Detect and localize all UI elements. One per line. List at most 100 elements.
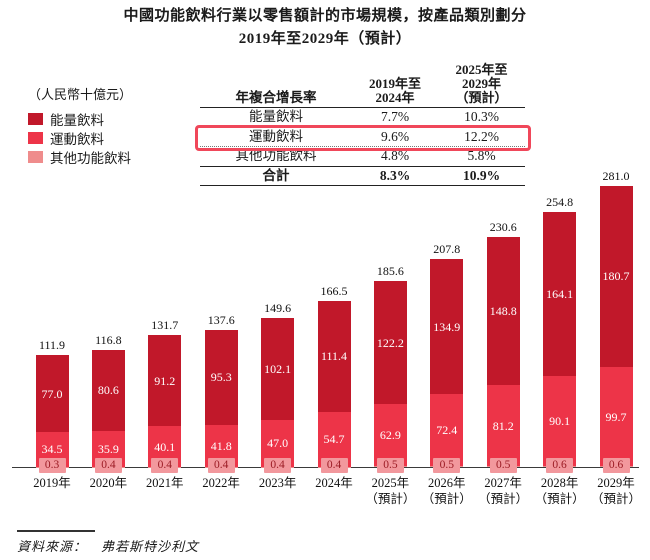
energy-swatch-icon: [28, 113, 43, 125]
header-period-2: 2025年至 2029年 （預計）: [455, 62, 508, 105]
bar-segment-運動飲料: [486, 385, 520, 467]
bar-segment-能量飲料: [373, 281, 407, 404]
total-label: 131.7: [151, 318, 179, 333]
legend-label: 能量飲料: [50, 113, 104, 128]
bar-2027年（預計）: [486, 236, 520, 468]
other-value-label: 0.3: [38, 458, 66, 473]
other-value-label: 0.4: [320, 458, 348, 473]
energy-value-label: 148.8: [489, 303, 517, 318]
total-label: 116.8: [95, 333, 122, 348]
energy-value-label: 95.3: [210, 370, 232, 385]
sports-value-label: 41.8: [210, 438, 232, 453]
energy-value-label: 102.1: [264, 361, 292, 376]
x-tick-label: 2026年 （預計）: [421, 476, 472, 506]
source-label: 資料來源：: [17, 539, 88, 554]
total-label: 254.8: [546, 195, 574, 210]
bar-2028年（預計）: [543, 212, 577, 467]
x-tick-label: 2028年 （預計）: [534, 476, 585, 506]
bar-segment-能量飲料: [543, 212, 577, 377]
bar-segment-能量飲料: [486, 236, 520, 386]
sports-value-label: 35.9: [97, 441, 119, 456]
bar-2026年（預計）: [430, 259, 464, 467]
legend-item-other: 其他功能飲料: [28, 148, 132, 166]
bar-segment-能量飲料: [599, 186, 633, 367]
energy-value-label: 122.2: [376, 335, 404, 350]
other-swatch-icon: [28, 151, 43, 163]
x-tick-label: 2029年 （預計）: [590, 476, 641, 506]
total-label: 137.6: [207, 312, 235, 327]
x-tick-label: 2025年 （預計）: [365, 476, 416, 506]
chart-title-line1: 中國功能飲料行業以零售額計的市場規模，按產品類別劃分: [123, 8, 527, 24]
sports-value-label: 54.7: [323, 432, 345, 447]
cagr-table: 年複合增長率 2019年至 2024年 2025年至 2029年 （預計） 能量…: [195, 63, 531, 186]
x-tick-label: 2024年: [315, 476, 353, 490]
bar-segment-能量飲料: [91, 350, 125, 431]
bar-segment-運動飲料: [430, 394, 464, 467]
sports-value-label: 34.5: [41, 442, 63, 457]
other-value-label: 0.4: [207, 458, 235, 473]
x-tick-label: 2021年: [146, 476, 184, 490]
bar-segment-能量飲料: [204, 329, 238, 425]
chart-title-line2: 2019年至2029年（預計）: [238, 31, 412, 47]
total-label: 166.5: [320, 283, 348, 298]
energy-value-label: 134.9: [433, 319, 461, 334]
energy-value-label: 91.2: [154, 373, 176, 388]
sports-value-label: 90.1: [549, 414, 571, 429]
header-period-1: 2019年至 2024年: [368, 76, 421, 105]
other-value-label: 0.5: [489, 458, 517, 473]
x-tick-label: 2020年: [89, 476, 128, 490]
x-tick-label: 2023年: [258, 476, 297, 490]
bar-segment-運動飲料: [373, 403, 407, 467]
energy-value-label: 164.1: [546, 287, 574, 302]
bar-segment-能量飲料: [261, 317, 295, 420]
total-label: 207.8: [433, 242, 461, 257]
energy-value-label: 111.4: [320, 349, 348, 364]
table-row-energy: 能量飲料 7.7% 10.3%: [200, 108, 525, 128]
total-label: 281.0: [602, 169, 630, 183]
table-row-other: 其他功能飲料 4.8% 5.8%: [200, 147, 525, 167]
footnote-rule: [17, 530, 95, 532]
bar-2024年: [317, 300, 351, 468]
energy-value-label: 80.6: [97, 383, 119, 398]
x-tick-label: 2022年: [202, 476, 240, 490]
source-note: 資料來源： 弗若斯特沙利文: [17, 536, 199, 555]
bar-segment-運動飲料: [543, 376, 577, 467]
bar-segment-運動飲料: [317, 411, 351, 467]
table-row-sports: 運動飲料 9.6% 12.2%: [200, 128, 525, 147]
legend-label: 運動飲料: [50, 132, 104, 147]
sports-swatch-icon: [28, 132, 43, 144]
other-value-label: 0.5: [376, 458, 404, 473]
header-metric: 年複合增長率: [235, 90, 317, 105]
table-row-total: 合計 8.3% 10.9%: [200, 167, 525, 186]
total-label: 149.6: [264, 300, 292, 315]
sports-value-label: 72.4: [436, 423, 458, 438]
bar-segment-能量飲料: [430, 259, 464, 395]
source-text: 弗若斯特沙利文: [101, 539, 200, 554]
bar-2023年: [261, 317, 295, 468]
legend-label: 其他功能飲料: [50, 151, 131, 166]
legend: （人民幣十億元） 能量飲料 運動飲料 其他功能飲料: [28, 84, 132, 167]
other-value-label: 0.6: [602, 458, 630, 473]
sports-value-label: 99.7: [605, 409, 627, 424]
total-label: 111.9: [38, 338, 66, 353]
x-tick-label: 2019年: [33, 476, 71, 490]
bar-2025年（預計）: [373, 281, 407, 467]
x-tick-label: 2027年 （預計）: [478, 476, 529, 506]
other-value-label: 0.4: [94, 458, 122, 473]
bar-segment-能量飲料: [35, 355, 69, 433]
legend-item-sports: 運動飲料: [28, 129, 132, 147]
energy-value-label: 180.7: [602, 269, 630, 284]
other-value-label: 0.5: [433, 458, 461, 473]
cagr-table-header: 年複合增長率 2019年至 2024年 2025年至 2029年 （預計）: [200, 63, 525, 108]
total-label: 230.6: [489, 219, 517, 234]
bar-segment-能量飲料: [148, 335, 182, 427]
other-value-label: 0.4: [264, 458, 292, 473]
total-label: 185.6: [376, 264, 404, 279]
unit-label: （人民幣十億元）: [28, 87, 133, 102]
sports-value-label: 62.9: [379, 428, 401, 443]
sports-value-label: 81.2: [492, 418, 514, 433]
bar-segment-運動飲料: [599, 366, 633, 467]
energy-value-label: 77.0: [41, 386, 63, 401]
other-value-label: 0.4: [151, 458, 179, 473]
